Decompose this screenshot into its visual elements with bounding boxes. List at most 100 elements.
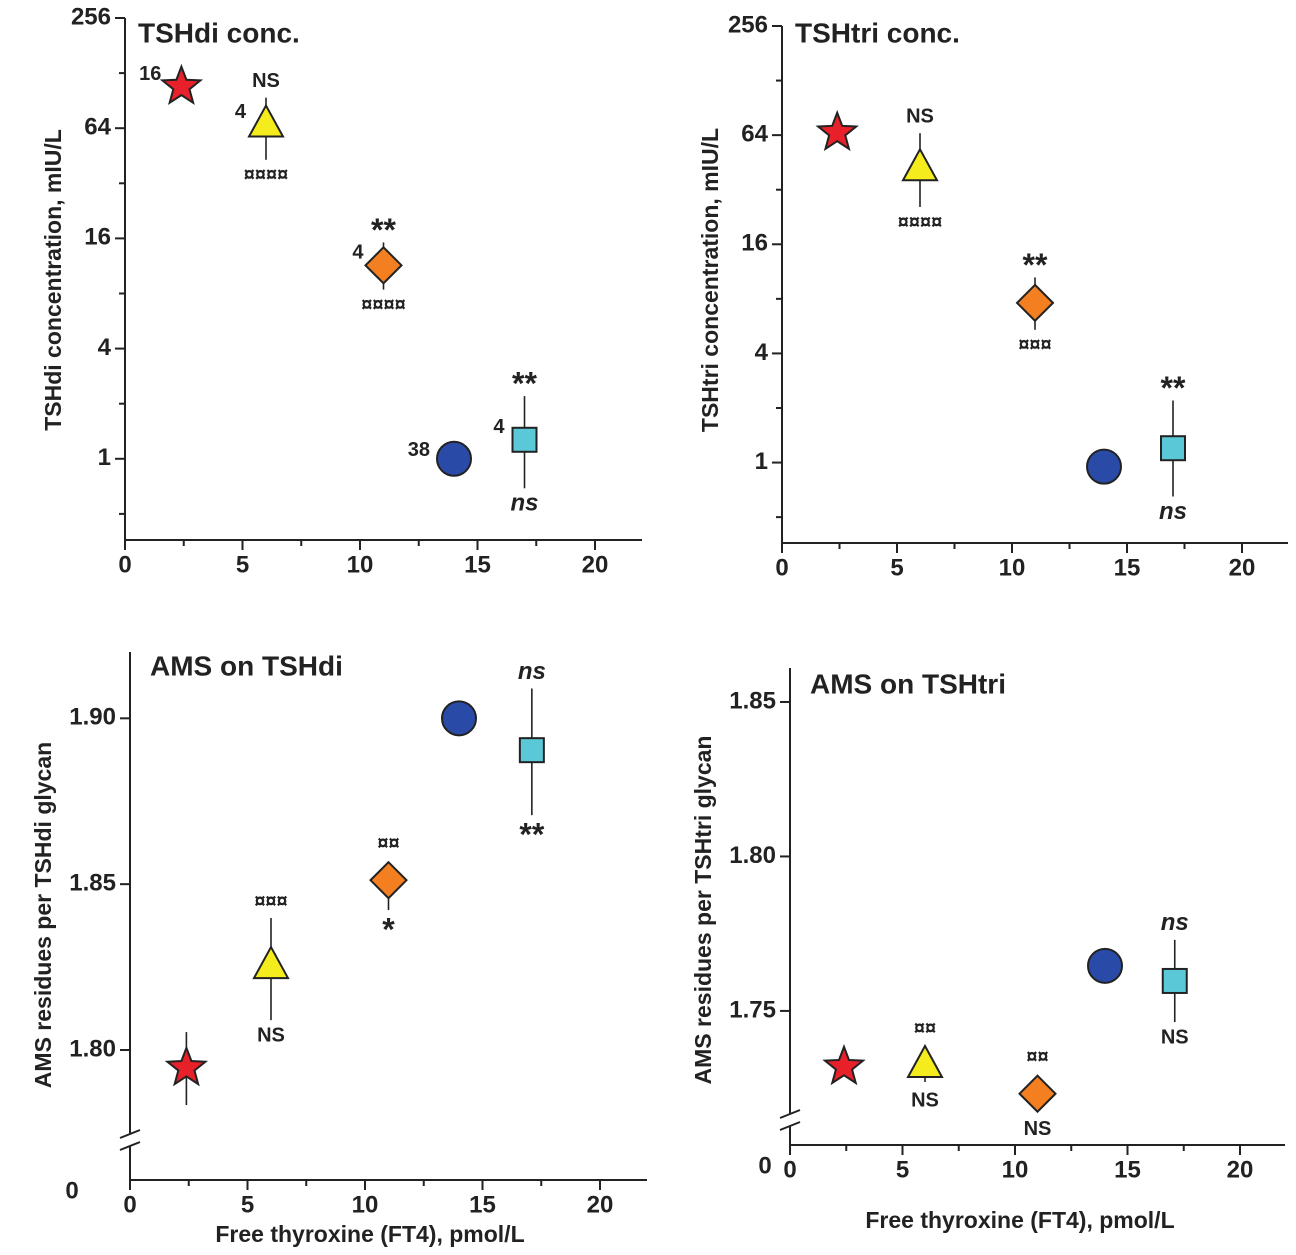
panel-title: AMS on TSHdi <box>150 650 343 681</box>
x-tick-label: 10 <box>347 551 374 578</box>
annotation: ns <box>1161 909 1189 936</box>
annotation: ¤¤¤ <box>254 890 287 912</box>
point <box>164 1045 209 1087</box>
x-tick-label: 20 <box>1227 1156 1254 1183</box>
y-tick-label: 1.85 <box>69 870 116 897</box>
y-tick-label: 16 <box>741 230 768 257</box>
x-tick-label: 15 <box>1114 554 1141 581</box>
y-tick-label: 1.90 <box>69 704 116 731</box>
point <box>1160 435 1186 462</box>
y-tick-label: 16 <box>84 224 111 251</box>
annotation: ** <box>1161 370 1186 406</box>
y-tick-label: 4 <box>98 334 112 361</box>
annotation: NS <box>257 1024 285 1046</box>
y-tick-label: 64 <box>84 114 111 141</box>
x-axis-label: Free thyroxine (FT4), pmol/L <box>865 1207 1174 1233</box>
panel-title: TSHtri conc. <box>795 17 960 48</box>
x-tick-label: 20 <box>582 551 609 578</box>
annotation: ns <box>510 490 538 517</box>
y-axis-label: TSHdi concentration, mIU/L <box>40 129 66 431</box>
point <box>436 440 472 477</box>
point <box>159 63 204 106</box>
y-axis-label: AMS residues per TSHtri glycan <box>690 736 716 1085</box>
annotation: NS <box>906 105 934 127</box>
point <box>511 426 538 453</box>
annotation: ¤¤ <box>1026 1046 1048 1068</box>
x-tick-label: 20 <box>1229 554 1256 581</box>
point <box>822 1044 866 1086</box>
annotation: ¤¤¤¤ <box>244 164 289 186</box>
point <box>815 109 859 152</box>
annotation: ¤¤¤¤ <box>361 294 406 316</box>
point <box>364 245 403 285</box>
x-tick-label: 0 <box>123 1191 136 1218</box>
annotation: 16 <box>139 63 161 85</box>
y-break-label: 0 <box>758 1152 771 1179</box>
x-tick-label: 5 <box>896 1156 909 1183</box>
point <box>1015 283 1055 323</box>
annotation: 4 <box>352 242 364 264</box>
annotation: ¤¤¤¤ <box>898 211 943 233</box>
x-tick-label: 5 <box>890 554 903 581</box>
x-tick-label: 15 <box>1114 1156 1141 1183</box>
point <box>518 737 545 764</box>
y-tick-label: 256 <box>71 3 111 30</box>
x-tick-label: 15 <box>469 1191 496 1218</box>
point <box>369 860 408 900</box>
annotation: ** <box>519 817 544 853</box>
annotation: ¤¤ <box>377 832 399 854</box>
annotation: 38 <box>408 439 430 461</box>
point <box>1161 967 1188 994</box>
annotation: ns <box>1159 498 1187 525</box>
x-tick-label: 0 <box>775 554 788 581</box>
y-tick-label: 64 <box>741 120 768 147</box>
point <box>1087 947 1123 984</box>
panel-title: TSHdi conc. <box>138 17 300 48</box>
y-axis-label: TSHtri concentration, mIU/L <box>697 128 723 432</box>
point <box>1086 448 1122 485</box>
x-tick-label: 10 <box>1002 1156 1029 1183</box>
y-tick-label: 256 <box>728 11 768 38</box>
y-tick-label: 1 <box>98 444 111 471</box>
annotation: ** <box>371 212 396 248</box>
x-tick-label: 5 <box>241 1191 254 1218</box>
y-tick-label: 1.80 <box>729 842 776 869</box>
axis-break <box>779 1121 801 1131</box>
y-tick-label: 4 <box>755 339 769 366</box>
annotation: ¤¤ <box>914 1017 936 1039</box>
y-tick-label: 1 <box>755 448 768 475</box>
point <box>441 700 477 737</box>
y-break-label: 0 <box>65 1177 78 1204</box>
annotation: ¤¤¤ <box>1018 334 1051 356</box>
x-tick-label: 5 <box>236 551 249 578</box>
annotation: ** <box>1023 247 1048 283</box>
annotation: NS <box>911 1089 939 1111</box>
point <box>901 147 939 182</box>
point <box>906 1043 944 1078</box>
x-axis-label: Free thyroxine (FT4), pmol/L <box>215 1221 524 1247</box>
x-tick-label: 0 <box>783 1156 796 1183</box>
annotation: NS <box>1024 1118 1052 1140</box>
annotation: NS <box>252 70 280 92</box>
annotation: ns <box>518 658 546 685</box>
x-tick-label: 10 <box>999 554 1026 581</box>
x-tick-label: 20 <box>587 1191 614 1218</box>
annotation: 4 <box>235 101 247 123</box>
axis-break <box>119 1141 141 1151</box>
annotation: 4 <box>493 416 505 438</box>
axis-break <box>779 1109 801 1119</box>
x-tick-label: 10 <box>352 1191 379 1218</box>
annotation: ** <box>512 366 537 402</box>
y-tick-label: 1.75 <box>729 996 776 1023</box>
x-tick-label: 15 <box>464 551 491 578</box>
y-tick-label: 1.80 <box>69 1035 116 1062</box>
annotation: * <box>382 911 395 947</box>
point <box>1018 1074 1057 1114</box>
x-tick-label: 0 <box>118 551 131 578</box>
y-axis-label: AMS residues per TSHdi glycan <box>30 742 56 1088</box>
axis-break <box>119 1129 141 1139</box>
y-tick-label: 1.85 <box>729 687 776 714</box>
panel-title: AMS on TSHtri <box>810 668 1006 699</box>
annotation: NS <box>1161 1026 1189 1048</box>
